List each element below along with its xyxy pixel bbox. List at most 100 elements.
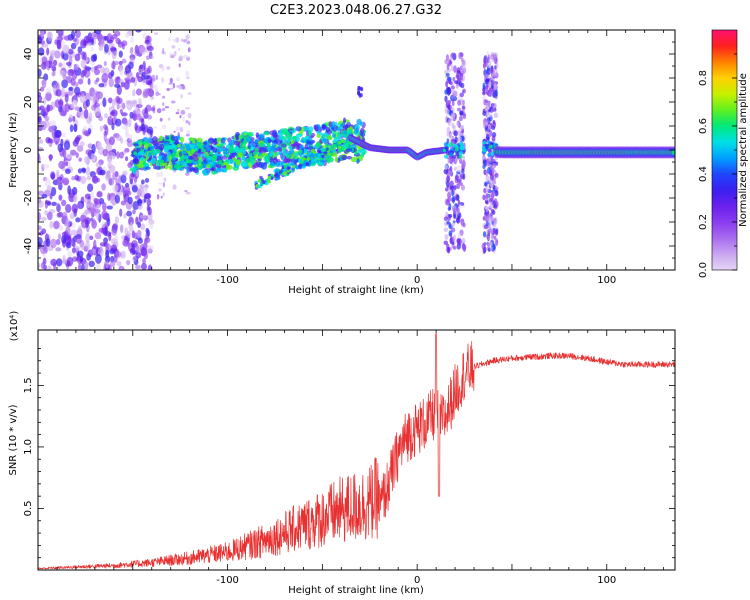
spectral-blob (62, 148, 67, 159)
spectral-blob (123, 213, 127, 219)
spectral-blob (38, 142, 41, 148)
spectral-blob (77, 168, 83, 174)
spectral-blob (488, 144, 493, 149)
spectrogram-axis-ticks: -100 0 100 -40 -20 0 20 40 (23, 29, 675, 286)
spectral-blob (243, 132, 248, 136)
spectral-blob (123, 185, 131, 195)
spectral-blob (129, 222, 133, 231)
spectral-blob (158, 188, 162, 192)
spectral-blob (202, 169, 207, 176)
spectral-blob (254, 147, 259, 152)
spectral-blob (187, 92, 192, 95)
spectral-blob (159, 117, 163, 122)
spectral-blob (171, 44, 176, 49)
spectral-blob (448, 213, 453, 218)
spectral-blob (92, 175, 99, 184)
spectral-blob (91, 104, 97, 111)
colorbar-tick-label: 0.8 (698, 70, 709, 86)
spectral-blob (488, 80, 492, 88)
spectral-blob (80, 59, 86, 69)
spectral-blob (241, 156, 246, 161)
spectral-blob (342, 144, 347, 149)
spectral-blob (286, 166, 291, 171)
spectral-blob (299, 144, 304, 149)
spectral-blob (157, 182, 163, 185)
spectral-blob (132, 201, 140, 210)
spectral-blob (96, 64, 103, 69)
spectral-blob (225, 153, 230, 158)
spectral-blob (110, 152, 116, 160)
spectral-blob (151, 136, 158, 143)
spectral-blob (135, 171, 140, 177)
spectral-blob (445, 180, 450, 188)
spectral-blob (491, 135, 496, 142)
spectral-blob (215, 164, 222, 168)
spectral-blob (444, 221, 448, 227)
spectral-blob (115, 118, 122, 127)
spectral-blob (161, 77, 164, 83)
spectral-blob (456, 121, 460, 127)
spectral-blob (313, 158, 318, 162)
spectral-blob (70, 30, 76, 40)
spectral-blob (182, 150, 187, 155)
spectral-blob (452, 195, 456, 202)
spectral-blob (137, 98, 142, 104)
spectral-blob (45, 238, 51, 247)
spectral-blob (121, 239, 128, 247)
spectral-blob (487, 148, 492, 153)
spectral-blob (134, 49, 141, 57)
spectral-blob (176, 161, 181, 165)
spectral-blob (175, 111, 180, 115)
spectral-blob (125, 79, 132, 84)
spectral-blob (455, 84, 460, 89)
spectral-blob (115, 251, 122, 258)
spectral-blob (241, 147, 246, 152)
spectral-blob (269, 146, 274, 151)
spectral-blob (84, 92, 91, 102)
spectral-blob (460, 76, 463, 81)
spectral-blob (46, 211, 53, 221)
spectral-blob (357, 90, 361, 95)
spectral-blob (446, 109, 450, 116)
spectral-blob (173, 51, 177, 56)
spectral-blob (283, 164, 288, 169)
spectral-blob (152, 84, 158, 90)
spectral-blob (104, 125, 109, 136)
spectral-blob (140, 179, 145, 185)
spectral-blob (43, 120, 51, 128)
spectral-blob (94, 232, 102, 240)
spectral-blob (483, 56, 486, 64)
spectral-blob (143, 251, 148, 260)
spectral-blob (321, 125, 327, 129)
spectral-blob (488, 215, 493, 223)
spectral-blob (322, 147, 326, 152)
spectral-blob (197, 141, 203, 147)
spectral-blob (252, 162, 260, 169)
spectral-blob (107, 218, 111, 226)
spectral-blob (357, 149, 362, 154)
spectral-blob (341, 139, 346, 143)
spectral-blob (254, 139, 260, 143)
spectral-blob (443, 142, 448, 147)
spectral-blob (182, 115, 185, 122)
spectral-blob (120, 250, 126, 259)
spectral-blob (156, 193, 160, 200)
spectral-blob (295, 126, 302, 132)
spectral-blob (81, 51, 85, 60)
spectral-blob (359, 156, 363, 162)
spectral-blob (119, 224, 124, 234)
spectral-blob (78, 157, 82, 162)
spectral-blob (185, 120, 189, 124)
spectral-blob (482, 111, 487, 116)
spectral-blob (193, 167, 199, 174)
spectral-blob (186, 40, 191, 45)
spectral-blob (144, 143, 149, 148)
spectral-blob (482, 194, 486, 201)
spectral-blob (111, 200, 116, 206)
spectral-blob (485, 133, 490, 141)
spectral-blob (93, 209, 101, 214)
spectral-blob (87, 143, 93, 149)
spectral-blob (75, 234, 82, 244)
spectral-blob (186, 191, 191, 195)
